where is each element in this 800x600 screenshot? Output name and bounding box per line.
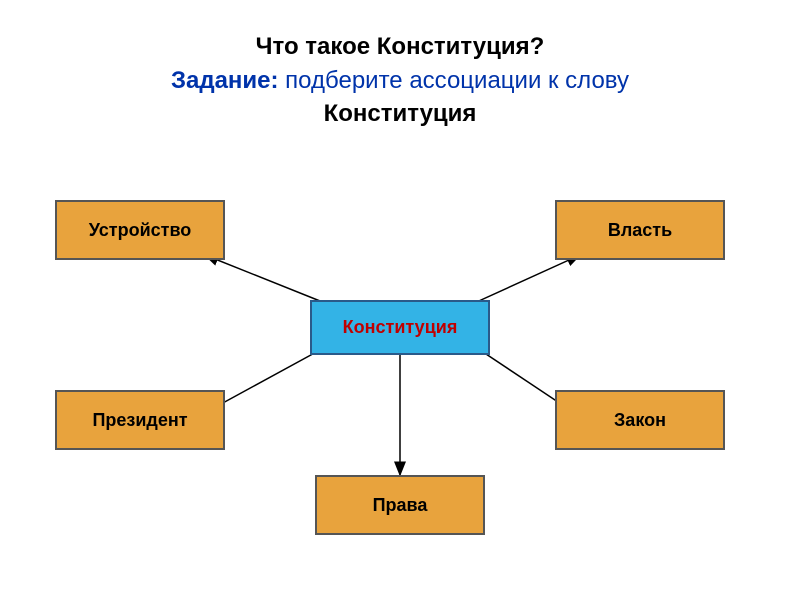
center-node: Конституция bbox=[310, 300, 490, 355]
diagram-container: Конституция Устройство Власть Президент Зак… bbox=[0, 180, 800, 560]
node-label: Власть bbox=[608, 220, 672, 241]
node-bottom: Права bbox=[315, 475, 485, 535]
title-line1: Что такое Конституция? bbox=[0, 30, 800, 64]
node-label: Устройство bbox=[89, 220, 192, 241]
node-right: Закон bbox=[555, 390, 725, 450]
task-rest: подберите ассоциации к слову bbox=[279, 67, 630, 94]
node-top-left: Устройство bbox=[55, 200, 225, 260]
node-label: Закон bbox=[614, 410, 666, 431]
node-top-right: Власть bbox=[555, 200, 725, 260]
title-line3: Конституция bbox=[0, 97, 800, 131]
center-label: Конституция bbox=[343, 317, 458, 338]
node-label: Президент bbox=[92, 410, 187, 431]
title-block: Что такое Конституция? Задание: подберит… bbox=[0, 0, 800, 131]
node-label: Права bbox=[373, 495, 428, 516]
title-line2: Задание: подберите ассоциации к слову bbox=[0, 64, 800, 98]
node-left: Президент bbox=[55, 390, 225, 450]
task-label: Задание: bbox=[171, 67, 279, 94]
